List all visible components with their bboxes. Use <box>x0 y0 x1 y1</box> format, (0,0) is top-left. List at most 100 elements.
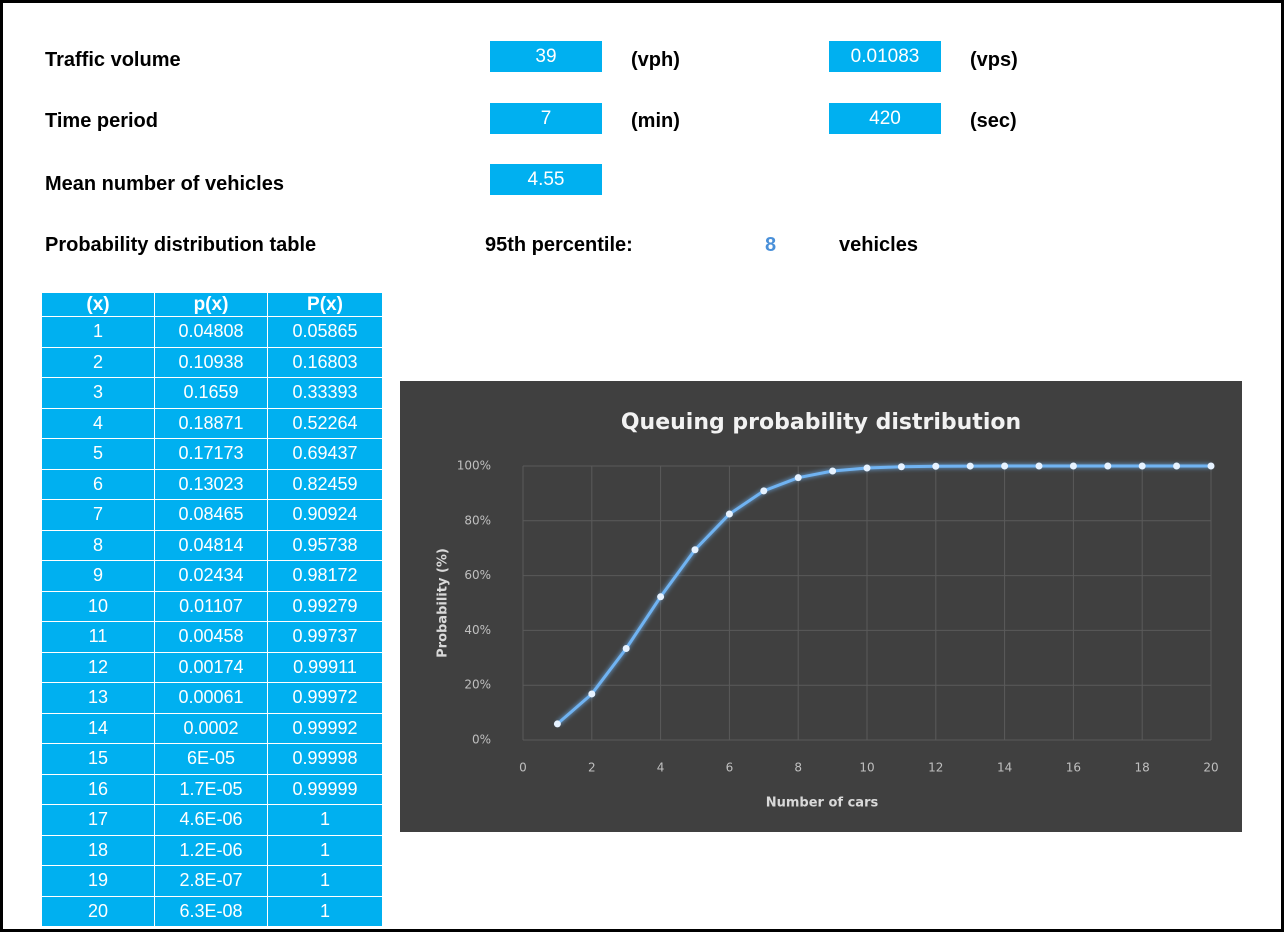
cell: 0.52264 <box>267 407 383 439</box>
point <box>657 593 665 601</box>
cell: 1 <box>267 804 383 836</box>
point <box>829 467 837 475</box>
x-tick-label: 4 <box>657 761 665 775</box>
cell: 7 <box>41 499 155 531</box>
cell: 0.99992 <box>267 712 383 744</box>
cell: 11 <box>41 621 155 653</box>
input[interactable]: 0.01083 <box>829 41 941 72</box>
point <box>863 464 871 472</box>
table-row: (x) p(x) P(x) <box>41 292 383 317</box>
y-tick-label: 0% <box>472 733 491 747</box>
cell: 14 <box>41 712 155 744</box>
cell: 6E-05 <box>154 743 268 775</box>
cell: 2 <box>41 346 155 378</box>
table-row: 16 1.7E-05 0.99999 <box>41 773 383 805</box>
cell: 19 <box>41 865 155 897</box>
point <box>897 463 905 471</box>
unit: (min) <box>631 110 680 132</box>
unit: vehicles <box>839 234 918 256</box>
point <box>1069 462 1077 470</box>
x-tick-label: 10 <box>859 761 874 775</box>
y-tick-label: 100% <box>457 459 491 473</box>
table-row: 6 0.13023 0.82459 <box>41 468 383 500</box>
input[interactable]: 39 <box>490 41 602 72</box>
cell: 1 <box>41 316 155 348</box>
label: Time period <box>45 110 158 132</box>
input[interactable]: 7 <box>490 103 602 134</box>
point <box>1001 462 1009 470</box>
cell: 0.0002 <box>154 712 268 744</box>
cell: 1 <box>267 865 383 897</box>
cell: 2.8E-07 <box>154 865 268 897</box>
y-tick-label: 20% <box>464 678 491 692</box>
input[interactable]: 420 <box>829 103 941 134</box>
cell: 0.33393 <box>267 377 383 409</box>
cell: 0.99999 <box>267 773 383 805</box>
table-row: 11 0.00458 0.99737 <box>41 621 383 653</box>
point <box>1035 462 1043 470</box>
cell: 4 <box>41 407 155 439</box>
input[interactable]: 4.55 <box>490 164 602 195</box>
cell: 0.08465 <box>154 499 268 531</box>
table-row: 9 0.02434 0.98172 <box>41 560 383 592</box>
point <box>725 510 733 518</box>
table-row: 19 2.8E-07 1 <box>41 865 383 897</box>
table-row: 15 6E-05 0.99998 <box>41 743 383 775</box>
table-row: 20 6.3E-08 1 <box>41 895 383 927</box>
x-tick-label: 20 <box>1203 761 1218 775</box>
label: Mean number of vehicles <box>45 173 284 195</box>
cell: 0.99972 <box>267 682 383 714</box>
x-tick-label: 2 <box>588 761 596 775</box>
cell: 10 <box>41 590 155 622</box>
y-tick-label: 80% <box>464 513 491 527</box>
unit: (vps) <box>970 49 1018 71</box>
cell: 0.01107 <box>154 590 268 622</box>
cell: 0.99737 <box>267 621 383 653</box>
y-tick-label: 40% <box>464 623 491 637</box>
table-row: 7 0.08465 0.90924 <box>41 499 383 531</box>
x-tick-label: 6 <box>726 761 734 775</box>
table-row: 18 1.2E-06 1 <box>41 834 383 866</box>
distribution-table: (x) p(x) P(x) 1 0.04808 0.05865 2 0.10938 0.1680… <box>41 292 383 927</box>
x-tick-label: 8 <box>794 761 802 775</box>
cell: 9 <box>41 560 155 592</box>
x-tick-label: 14 <box>997 761 1012 775</box>
cell: 1.2E-06 <box>154 834 268 866</box>
cell: 17 <box>41 804 155 836</box>
point <box>760 487 768 495</box>
table-row: 4 0.18871 0.52264 <box>41 407 383 439</box>
point <box>588 690 596 698</box>
point <box>1138 462 1146 470</box>
cell: 3 <box>41 377 155 409</box>
point <box>553 720 561 728</box>
x-tick-label: 18 <box>1135 761 1150 775</box>
point <box>691 546 699 554</box>
x-axis-label: Number of cars <box>766 796 879 811</box>
chart: Queuing probability distribution Number … <box>400 381 1242 832</box>
cell: 0.10938 <box>154 346 268 378</box>
chart-background <box>400 381 1242 832</box>
table-row: 12 0.00174 0.99911 <box>41 651 383 683</box>
cell: 4.6E-06 <box>154 804 268 836</box>
cell: 0.04808 <box>154 316 268 348</box>
cell: 0.99911 <box>267 651 383 683</box>
point <box>966 462 974 470</box>
series-line <box>556 464 1211 726</box>
cell: 0.98172 <box>267 560 383 592</box>
cell: 8 <box>41 529 155 561</box>
header-cell: (x) <box>41 292 155 317</box>
label: Traffic volume <box>45 49 181 71</box>
cell: 0.05865 <box>267 316 383 348</box>
cell: 0.99998 <box>267 743 383 775</box>
header-cell: P(x) <box>267 292 383 317</box>
cell: 5 <box>41 438 155 470</box>
x-tick-label: 0 <box>519 761 527 775</box>
chart-title: Queuing probability distribution <box>621 410 1021 435</box>
point <box>932 462 940 470</box>
point <box>1173 462 1181 470</box>
cell: 1.7E-05 <box>154 773 268 805</box>
cell: 0.13023 <box>154 468 268 500</box>
cell: 1 <box>267 834 383 866</box>
cell: 0.95738 <box>267 529 383 561</box>
